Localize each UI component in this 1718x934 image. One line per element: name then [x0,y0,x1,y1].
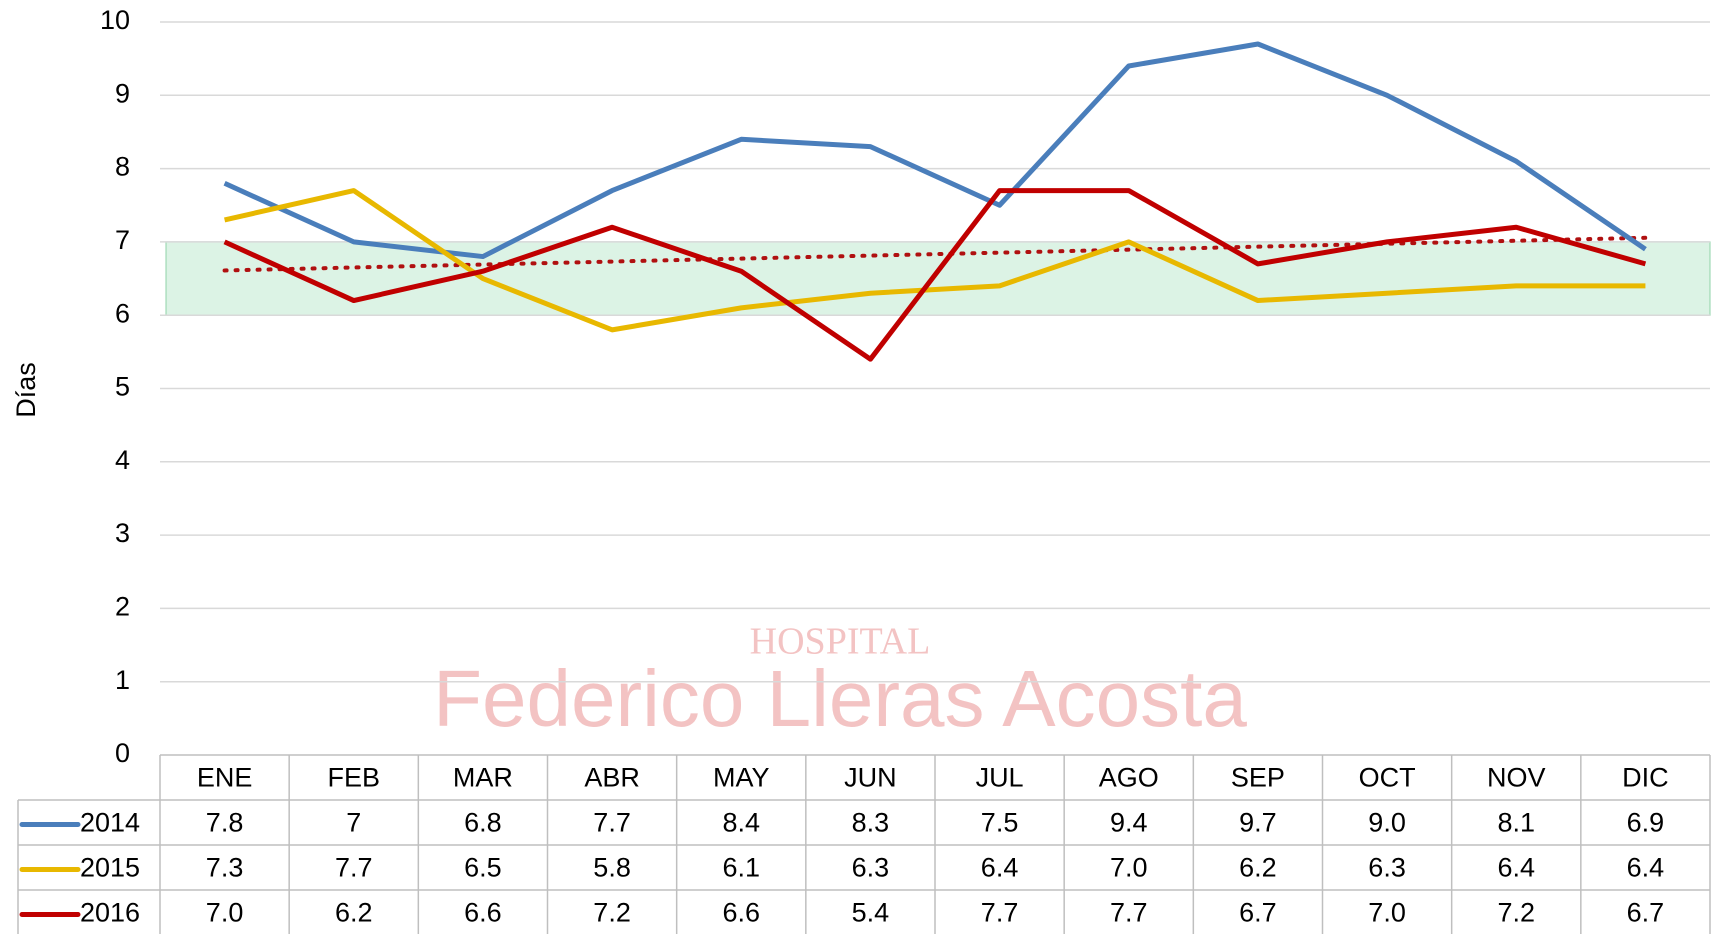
table-value: 6.6 [464,898,502,928]
x-tick-label: NOV [1487,763,1546,793]
x-tick-label: JUL [976,763,1024,793]
table-value: 8.3 [852,808,890,838]
y-tick-label: 9 [115,78,130,108]
x-tick-label: ABR [584,763,640,793]
table-value: 6.7 [1239,898,1277,928]
x-tick-label: MAY [713,763,770,793]
y-tick-label: 0 [115,738,130,768]
table-value: 6.2 [1239,853,1277,883]
x-tick-label: ENE [197,763,253,793]
table-value: 7.3 [206,853,244,883]
legend-label: 2015 [80,853,140,883]
x-tick-label: JUN [844,763,897,793]
table-value: 7.2 [593,898,631,928]
x-tick-label: AGO [1099,763,1159,793]
series-line [223,188,1647,362]
table-value: 8.4 [722,808,760,838]
y-tick-label: 8 [115,152,130,182]
series-line [224,188,1646,333]
table-value: 6.7 [1627,898,1665,928]
y-tick-label: 4 [115,445,130,475]
legend-label: 2016 [80,898,140,928]
table-value: 9.4 [1110,808,1148,838]
y-tick-label: 2 [115,592,130,622]
table-value: 6.4 [981,853,1019,883]
x-tick-label: DIC [1622,763,1669,793]
table-value: 9.0 [1368,808,1406,838]
table-value: 6.3 [852,853,890,883]
y-tick-label: 6 [115,298,130,328]
table-value: 6.9 [1627,808,1665,838]
table-value: 6.4 [1627,853,1665,883]
watermark: HOSPITAL [750,621,931,663]
table-value: 7.0 [206,898,244,928]
y-tick-label: 10 [100,5,130,35]
y-tick-label: 5 [115,372,130,402]
y-tick-label: 1 [115,665,130,695]
table-value: 6.3 [1368,853,1406,883]
table-value: 6.1 [722,853,760,883]
x-tick-label: OCT [1359,763,1416,793]
table-value: 7 [346,808,361,838]
y-tick-label: 3 [115,518,130,548]
table-value: 7.0 [1368,898,1406,928]
table-value: 6.4 [1497,853,1535,883]
table-value: 7.8 [206,808,244,838]
table-value: 5.4 [852,898,890,928]
table-value: 6.2 [335,898,373,928]
y-axis-label: Días [11,362,41,418]
table-value: 7.2 [1497,898,1535,928]
x-tick-label: SEP [1231,763,1285,793]
y-tick-label: 7 [115,225,130,255]
legend-label: 2014 [80,808,140,838]
watermark: Federico Lleras Acosta [433,654,1247,743]
table-value: 8.1 [1497,808,1535,838]
table-value: 7.7 [335,853,373,883]
table-value: 6.6 [722,898,760,928]
table-value: 6.5 [464,853,502,883]
table-value: 7.7 [981,898,1019,928]
table-value: 9.7 [1239,808,1277,838]
table-value: 7.0 [1110,853,1148,883]
table-value: 7.5 [981,808,1019,838]
table-value: 5.8 [593,853,631,883]
table-value: 6.8 [464,808,502,838]
x-tick-label: FEB [327,763,380,793]
x-tick-label: MAR [453,763,513,793]
series-line [223,41,1647,260]
table-value: 7.7 [1110,898,1148,928]
table-value: 7.7 [593,808,631,838]
